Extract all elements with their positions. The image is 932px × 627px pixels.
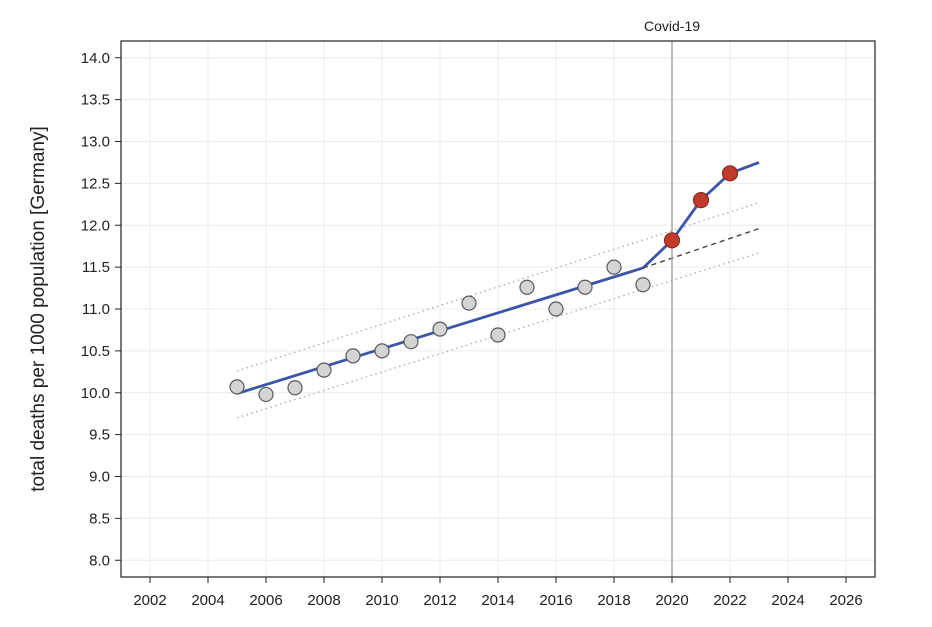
y-tick-label: 10.0	[81, 385, 110, 402]
x-tick-label: 2022	[713, 592, 746, 609]
x-tick-label: 2018	[597, 592, 630, 609]
covid-year-point	[692, 192, 710, 209]
x-tick-label: 2024	[771, 592, 804, 609]
grid-lines	[121, 41, 875, 577]
data-point	[519, 279, 535, 295]
x-axis: 2002 2004 2006 2008 2010 2012 2014 2016 2018 2020…	[133, 577, 863, 609]
covid-year-point	[721, 165, 739, 182]
x-tick-label: 2014	[481, 592, 514, 609]
y-axis: 8.0 8.5 9.0 9.5 10.0 10.5 11.0 11.5 12.0 12.5 13.0…	[81, 50, 121, 569]
covid-19-marker-label: Covid-19	[644, 18, 700, 34]
x-tick-label: 2026	[829, 592, 862, 609]
data-point	[432, 321, 448, 337]
x-tick-label: 2020	[655, 592, 688, 609]
y-tick-label: 13.5	[81, 92, 110, 109]
data-point	[635, 277, 651, 293]
annotation-layer: Covid-19	[644, 18, 700, 577]
covid-year-point	[663, 232, 681, 249]
x-tick-label: 2006	[249, 592, 282, 609]
y-tick-label: 11.0	[82, 301, 110, 318]
y-tick-label: 11.5	[82, 259, 110, 276]
data-point	[316, 362, 332, 378]
y-tick-label: 8.0	[89, 552, 110, 569]
y-tick-label: 13.0	[81, 134, 110, 151]
y-tick-label: 10.5	[81, 343, 110, 360]
x-tick-label: 2012	[423, 592, 456, 609]
y-tick-label: 12.5	[81, 175, 110, 192]
data-point	[577, 279, 593, 295]
data-point	[374, 343, 390, 359]
y-tick-label: 9.0	[89, 469, 110, 486]
x-tick-label: 2016	[539, 592, 572, 609]
x-tick-label: 2010	[365, 592, 398, 609]
y-axis-title: total deaths per 1000 population [German…	[28, 126, 49, 491]
y-tick-label: 14.0	[81, 50, 110, 67]
data-point	[403, 334, 419, 350]
data-points	[229, 165, 739, 403]
y-tick-label: 9.5	[89, 427, 110, 444]
data-point	[258, 386, 274, 403]
x-tick-label: 2004	[191, 592, 224, 609]
x-tick-label: 2008	[307, 592, 340, 609]
data-point	[229, 379, 245, 395]
y-tick-label: 8.5	[89, 510, 110, 527]
y-tick-label: 12.0	[81, 217, 110, 234]
data-point	[606, 259, 622, 275]
projected-trend-line	[642, 227, 760, 269]
data-point	[287, 380, 303, 396]
data-point	[345, 348, 361, 364]
prediction-band-line	[236, 202, 760, 372]
data-point	[490, 327, 506, 343]
data-point	[461, 295, 477, 311]
data-point	[548, 301, 564, 317]
x-tick-label: 2002	[133, 592, 166, 609]
